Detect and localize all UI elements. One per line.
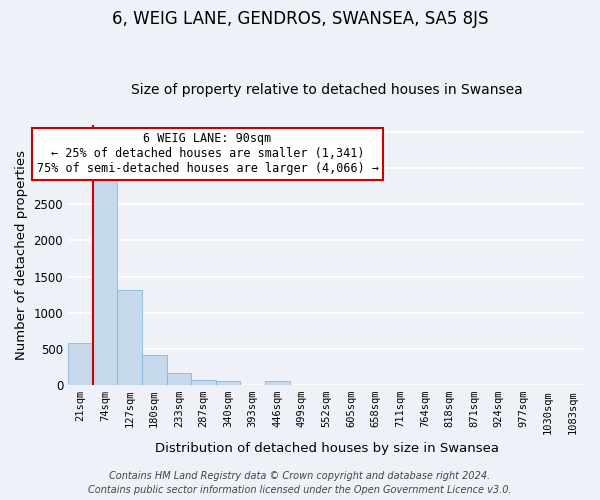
Title: Size of property relative to detached houses in Swansea: Size of property relative to detached ho… (131, 83, 523, 97)
Bar (92, 175, 117, 385)
Text: 6 WEIG LANE: 90sqm
← 25% of detached houses are smaller (1,341)
75% of semi-deta: 6 WEIG LANE: 90sqm ← 25% of detached hou… (37, 132, 379, 176)
X-axis label: Distribution of detached houses by size in Swansea: Distribution of detached houses by size … (155, 442, 499, 455)
Bar (117, 290, 142, 385)
Bar (68, 343, 92, 385)
Bar (216, 382, 241, 385)
Text: Contains HM Land Registry data © Crown copyright and database right 2024.
Contai: Contains HM Land Registry data © Crown c… (88, 471, 512, 495)
Text: 6, WEIG LANE, GENDROS, SWANSEA, SA5 8JS: 6, WEIG LANE, GENDROS, SWANSEA, SA5 8JS (112, 10, 488, 28)
Bar (142, 355, 167, 385)
Y-axis label: Number of detached properties: Number of detached properties (15, 150, 28, 360)
Bar (167, 374, 191, 385)
Bar (191, 380, 216, 385)
Bar (265, 381, 290, 385)
